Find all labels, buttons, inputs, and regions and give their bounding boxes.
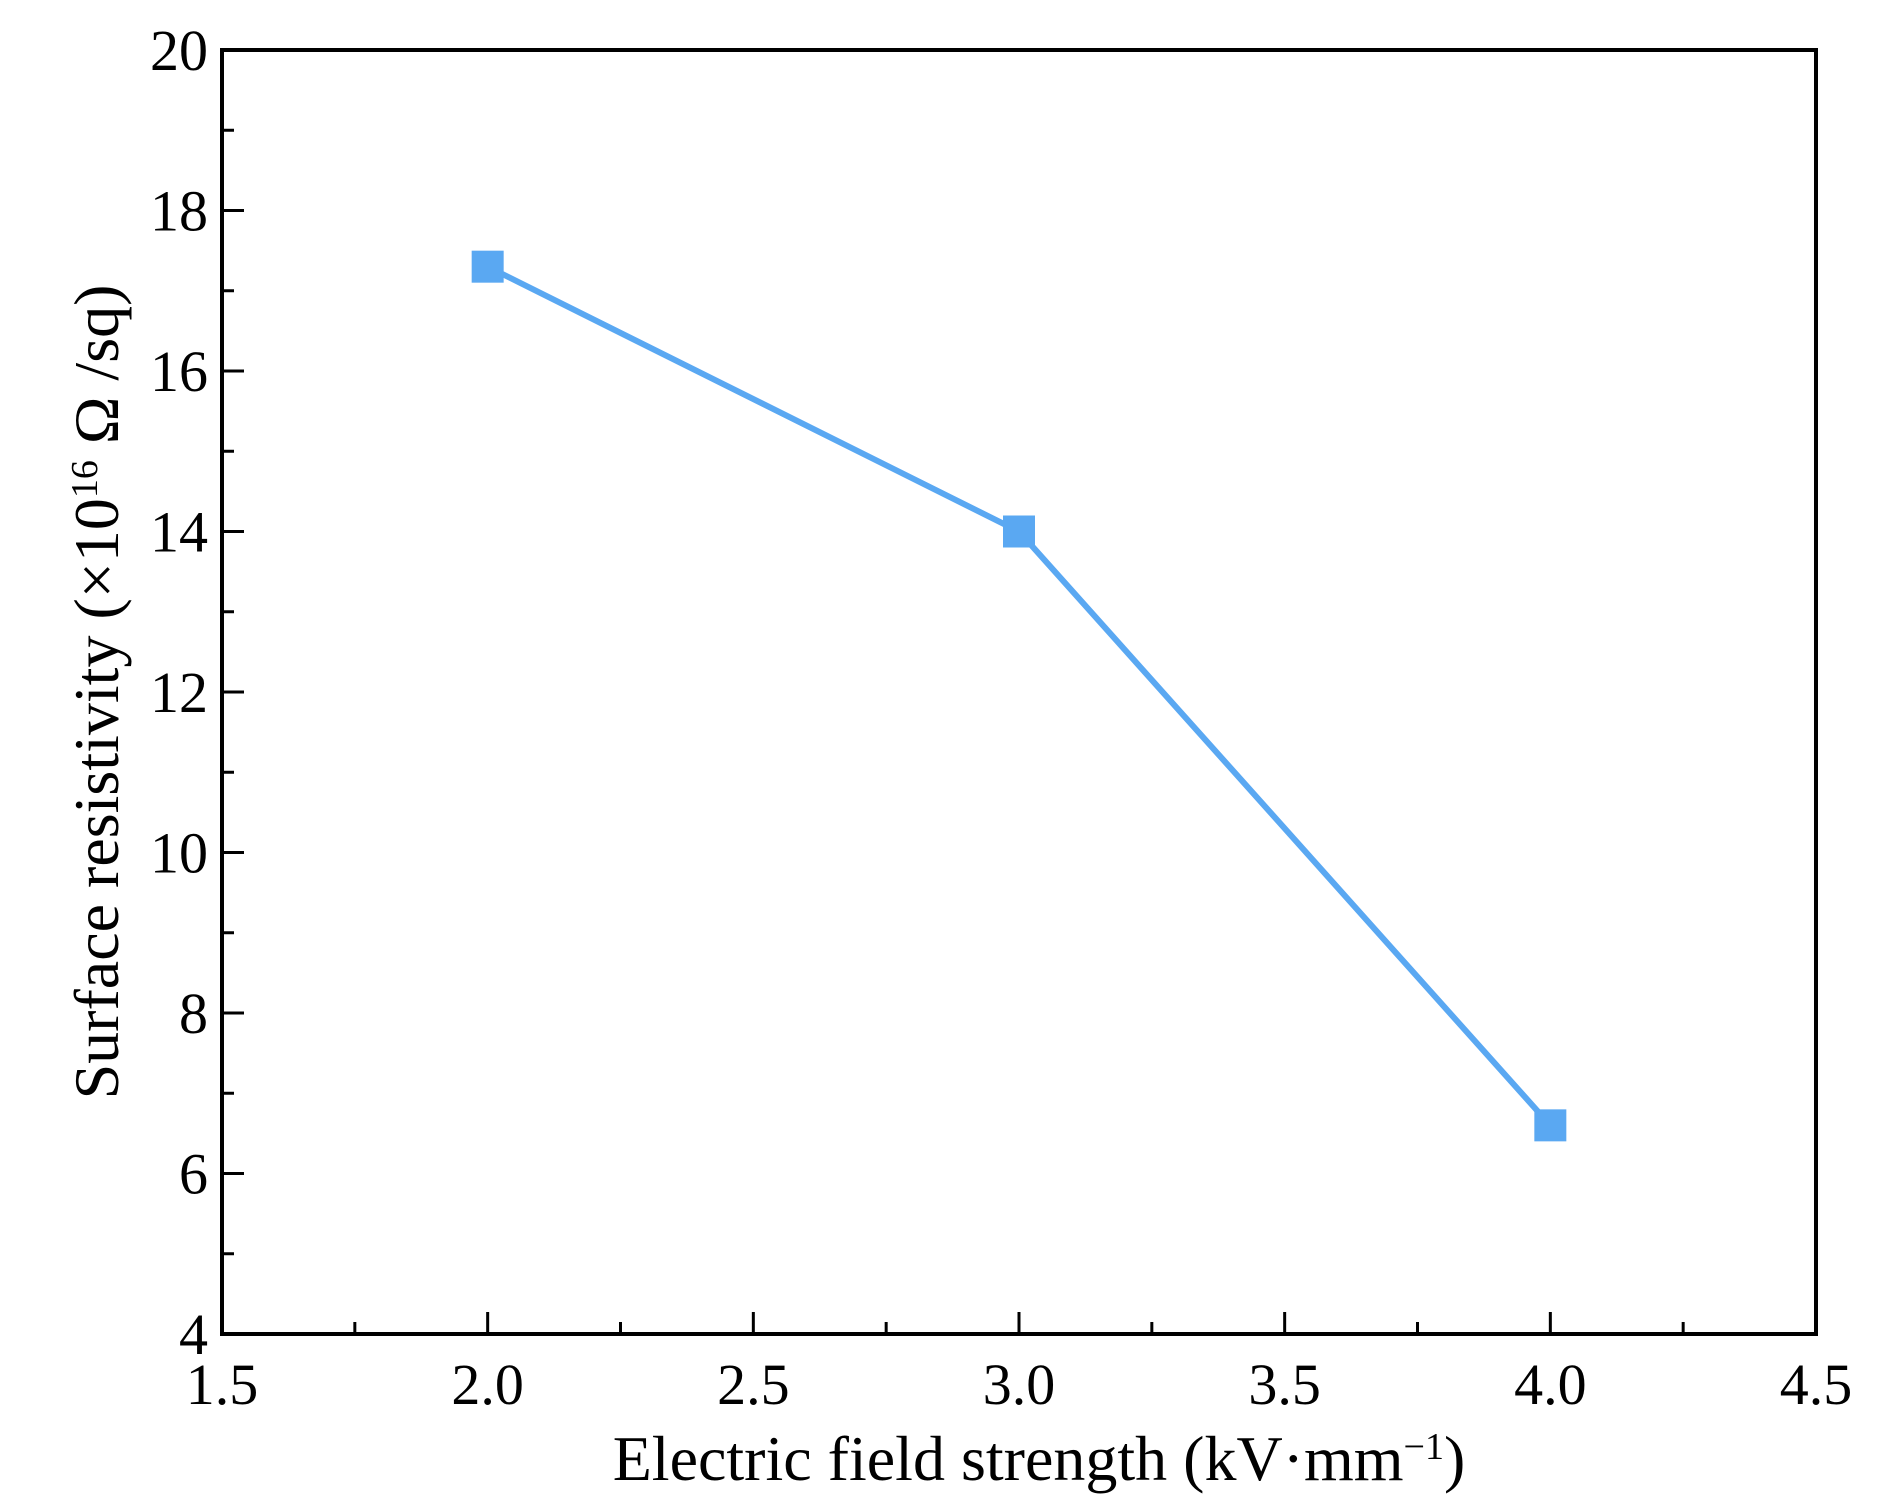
x-tick-label: 2.5 [717,1352,790,1417]
x-axis-title: Electric field strength (kV·mm−1) [613,1423,1466,1494]
data-point-marker [471,250,504,283]
series-layer [471,250,1567,1142]
y-tick-label: 4 [179,1302,208,1367]
y-axis-title-text: Surface resistivity (×10 [61,498,132,1099]
x-tick-label: 2.0 [451,1352,524,1417]
y-tick-label: 6 [179,1142,208,1207]
y-tick-label: 12 [150,660,208,725]
x-tick-label: 3.0 [983,1352,1056,1417]
x-tick-label: 3.5 [1248,1352,1321,1417]
y-tick-label: 10 [150,821,208,886]
y-tick-label: 18 [150,179,208,244]
x-tick-label: 1.5 [186,1352,259,1417]
y-axis-title-rest: Ω /sq) [61,285,132,461]
x-axis-title-superscript: −1 [1404,1426,1444,1468]
plot-area-frame [220,48,1818,1336]
x-axis-title-text: Electric field strength (kV·mm [613,1423,1404,1494]
x-axis-title-close: ) [1444,1423,1465,1494]
y-tick-label: 14 [150,500,208,565]
x-tick-label: 4.5 [1780,1352,1853,1417]
tick-labels: 1.5 2.0 2.5 3.0 3.5 4.0 4.5 4 6 8 10 12 14 16 18 20 [150,18,1852,1417]
y-tick-label: 8 [179,981,208,1046]
y-tick-label: 16 [150,339,208,404]
y-tick-label: 20 [150,18,208,83]
data-point-marker [1003,515,1035,548]
x-tick-label: 4.0 [1514,1352,1587,1417]
y-axis-title: Surface resistivity (×1016 Ω /sq) [61,285,132,1100]
data-point-marker [1534,1109,1567,1142]
y-axis-title-superscript: 16 [64,460,106,498]
